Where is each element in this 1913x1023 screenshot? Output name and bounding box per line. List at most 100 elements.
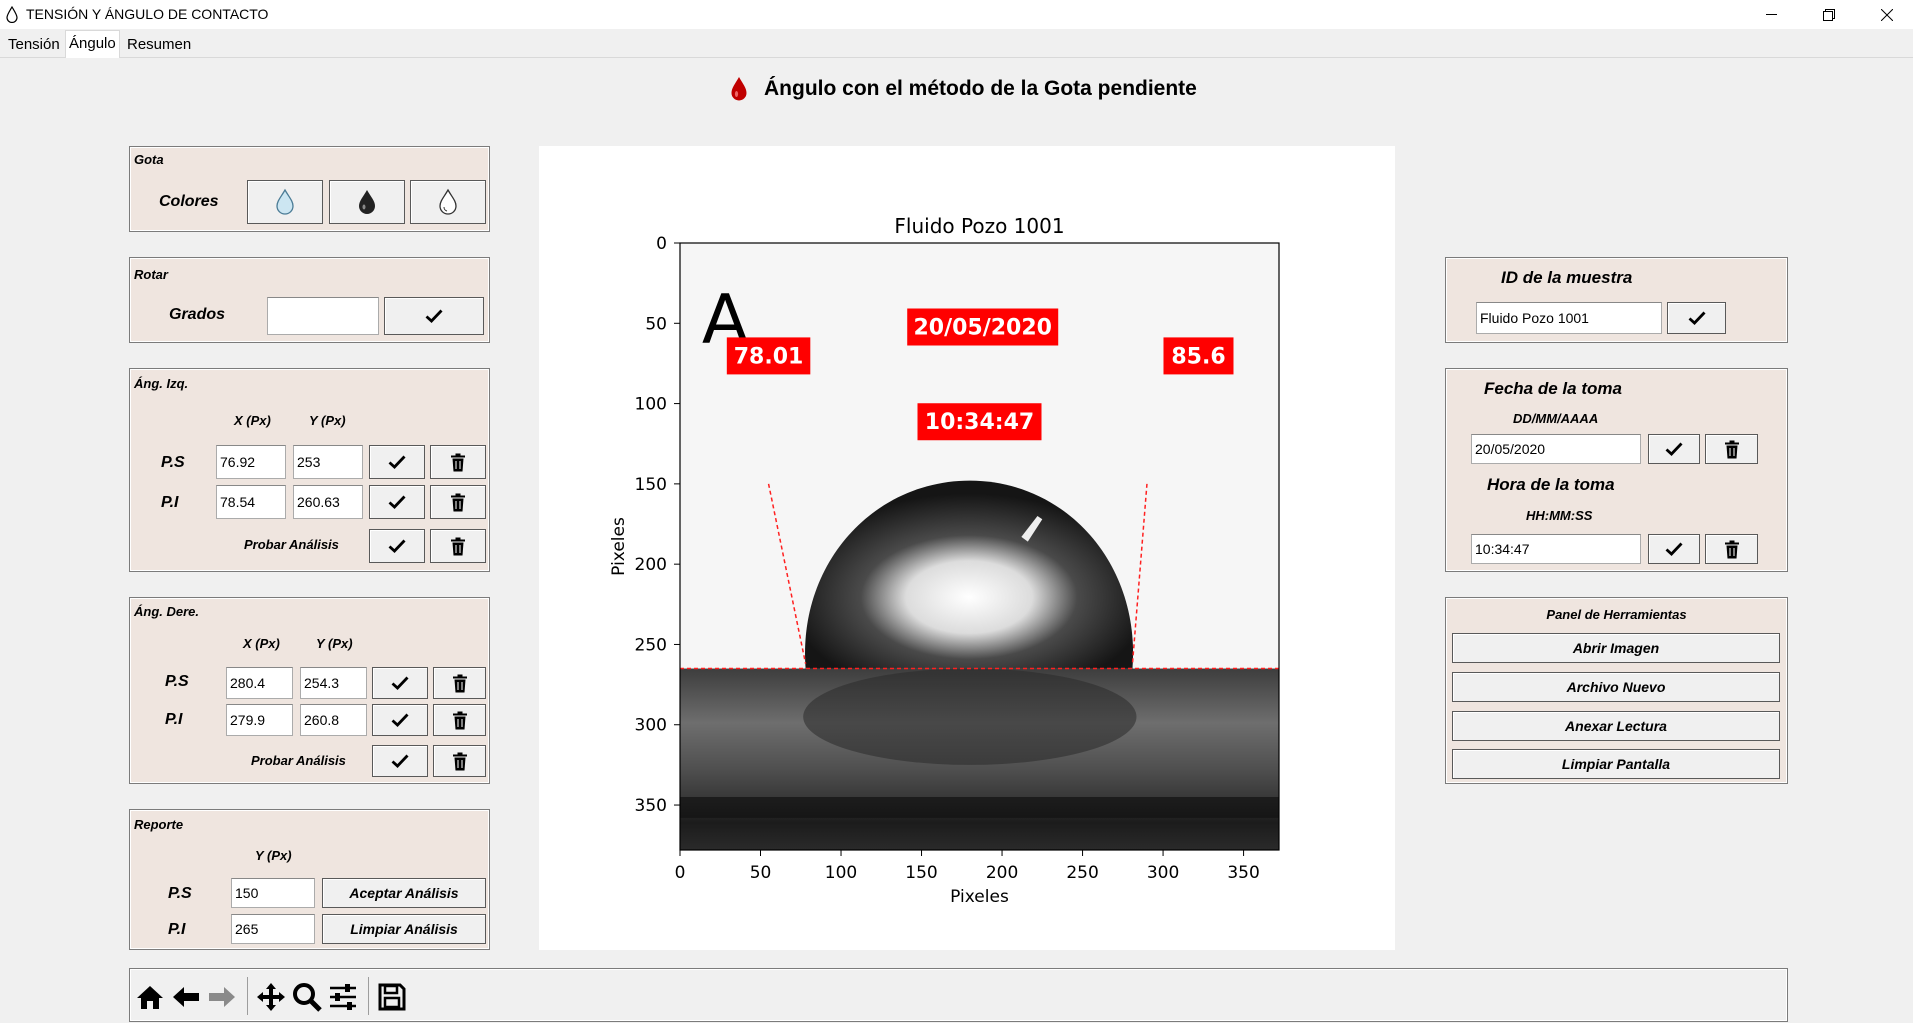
reporte-pi-y-input[interactable]: 265 <box>231 914 315 944</box>
gota-title: Gota <box>134 152 164 167</box>
configure-subplots-button[interactable] <box>326 980 360 1014</box>
date-label-box <box>907 308 1059 346</box>
muestra-panel: ID de la muestra Fluido Pozo 1001 <box>1445 257 1788 343</box>
dere-ps-apply-button[interactable] <box>372 667 428 699</box>
date-label: 20/05/2020 <box>907 308 1059 346</box>
muestra-apply-button[interactable] <box>1667 302 1726 334</box>
close-icon[interactable] <box>1864 0 1910 29</box>
check-icon <box>425 309 443 323</box>
izq-ps-delete-button[interactable] <box>430 445 486 479</box>
fecha-delete-button[interactable] <box>1705 434 1758 464</box>
hora-delete-button[interactable] <box>1705 534 1758 564</box>
home-button[interactable] <box>133 980 167 1014</box>
aceptar-analisis-label: Aceptar Análisis <box>349 885 459 901</box>
right-angle-label: 85.6 <box>1163 337 1234 375</box>
minimize-icon[interactable] <box>1748 0 1794 29</box>
herramientas-title: Panel de Herramientas <box>1546 607 1687 622</box>
back-button[interactable] <box>169 980 203 1014</box>
page-heading: Ángulo con el método de la Gota pendient… <box>730 76 1197 102</box>
izq-pi-delete-button[interactable] <box>430 485 486 519</box>
check-icon <box>1665 542 1683 556</box>
red-drop-icon <box>731 77 747 101</box>
limpiar-analisis-button[interactable]: Limpiar Análisis <box>322 914 486 944</box>
x-tick-label: 250 <box>1066 863 1098 883</box>
save-icon <box>378 983 406 1011</box>
izq-ps-apply-button[interactable] <box>369 445 425 479</box>
dere-ps-y-input[interactable]: 254.3 <box>300 667 367 699</box>
forward-arrow-icon <box>209 987 235 1007</box>
dere-pi-x-input[interactable]: 279.9 <box>226 704 293 736</box>
izq-ps-x-input[interactable]: 76.92 <box>216 445 286 479</box>
tab-resumen[interactable]: Resumen <box>127 36 192 53</box>
anexar-lectura-button[interactable]: Anexar Lectura <box>1452 711 1780 741</box>
dere-pi-delete-button[interactable] <box>433 704 486 736</box>
x-tick-label: 0 <box>675 863 686 883</box>
color-dark-button[interactable] <box>329 180 405 224</box>
color-light-blue-button[interactable] <box>247 180 323 224</box>
reporte-ps-y-input[interactable]: 150 <box>231 878 315 908</box>
ps-label: P.S <box>165 673 189 690</box>
fecha-apply-button[interactable] <box>1648 434 1700 464</box>
dere-probar-button[interactable] <box>372 745 428 777</box>
right-angle-label-box <box>1163 337 1234 375</box>
toolbar-separator <box>368 977 369 1015</box>
ps-label: P.S <box>161 454 185 471</box>
izq-probar-delete-button[interactable] <box>430 529 486 563</box>
dark-drop-icon <box>359 190 375 214</box>
aceptar-analisis-button[interactable]: Aceptar Análisis <box>322 878 486 908</box>
trash-icon <box>451 453 465 471</box>
izq-probar-button[interactable] <box>369 529 425 563</box>
zoom-button[interactable] <box>290 980 324 1014</box>
pi-label: P.I <box>168 921 186 938</box>
restore-icon[interactable] <box>1806 0 1852 29</box>
abrir-imagen-button[interactable]: Abrir Imagen <box>1452 633 1780 663</box>
hora-format-label: HH:MM:SS <box>1526 508 1593 523</box>
dere-pi-y-input[interactable]: 260.8 <box>300 704 367 736</box>
left-angle-label: 78.01 <box>726 337 811 375</box>
check-icon <box>1665 442 1683 456</box>
left-angle-label-box <box>726 337 811 375</box>
grados-input[interactable] <box>267 297 379 335</box>
save-button[interactable] <box>375 980 409 1014</box>
chart-title: Fluido Pozo 1001 <box>894 214 1064 238</box>
tab-angulo[interactable]: Ángulo <box>65 30 120 58</box>
pan-button[interactable] <box>254 980 288 1014</box>
izq-ps-y-input[interactable]: 253 <box>293 445 363 479</box>
muestra-input[interactable]: Fluido Pozo 1001 <box>1476 302 1662 334</box>
grados-apply-button[interactable] <box>384 297 484 335</box>
izq-pi-apply-button[interactable] <box>369 485 425 519</box>
tab-bar: Tensión Ángulo Resumen <box>0 29 1913 58</box>
rotar-panel: Rotar Grados <box>129 257 490 343</box>
title-bar: TENSIÓN Y ÁNGULO DE CONTACTO <box>0 0 1913 29</box>
col-x-label: X (Px) <box>234 413 271 428</box>
probar-label: Probar Análisis <box>244 537 339 552</box>
archivo-nuevo-button[interactable]: Archivo Nuevo <box>1452 672 1780 702</box>
drop-image-plot: Fluido Pozo 1001 A78.0120/05/202085.610:… <box>609 214 1280 907</box>
forward-button[interactable] <box>205 980 239 1014</box>
izq-pi-y-input[interactable]: 260.63 <box>293 485 363 519</box>
hora-apply-button[interactable] <box>1648 534 1700 564</box>
ang-izq-panel: Áng. Izq. X (Px) Y (Px) P.S 76.92 253 P.… <box>129 368 490 572</box>
anexar-lectura-label: Anexar Lectura <box>1565 718 1667 734</box>
dere-ps-delete-button[interactable] <box>433 667 486 699</box>
col-x-label: X (Px) <box>243 636 280 651</box>
check-icon <box>391 754 409 768</box>
limpiar-pantalla-button[interactable]: Limpiar Pantalla <box>1452 749 1780 779</box>
fecha-format-label: DD/MM/AAAA <box>1513 411 1599 426</box>
dere-pi-apply-button[interactable] <box>372 704 428 736</box>
tab-tension[interactable]: Tensión <box>8 36 60 53</box>
dere-ps-x-input[interactable]: 280.4 <box>226 667 293 699</box>
izq-pi-x-input[interactable]: 78.54 <box>216 485 286 519</box>
col-y-label: Y (Px) <box>255 848 292 863</box>
y-tick-label: 150 <box>635 475 667 495</box>
fecha-title: Fecha de la toma <box>1484 379 1622 398</box>
check-icon <box>391 676 409 690</box>
fecha-input[interactable]: 20/05/2020 <box>1471 434 1641 464</box>
hora-input[interactable]: 10:34:47 <box>1471 534 1641 564</box>
back-arrow-icon <box>173 987 199 1007</box>
window-title: TENSIÓN Y ÁNGULO DE CONTACTO <box>26 6 269 22</box>
dere-probar-delete-button[interactable] <box>433 745 486 777</box>
color-outline-button[interactable] <box>410 180 486 224</box>
herramientas-panel: Panel de Herramientas Abrir Imagen Archi… <box>1445 597 1788 784</box>
y-tick-label: 300 <box>635 716 667 736</box>
